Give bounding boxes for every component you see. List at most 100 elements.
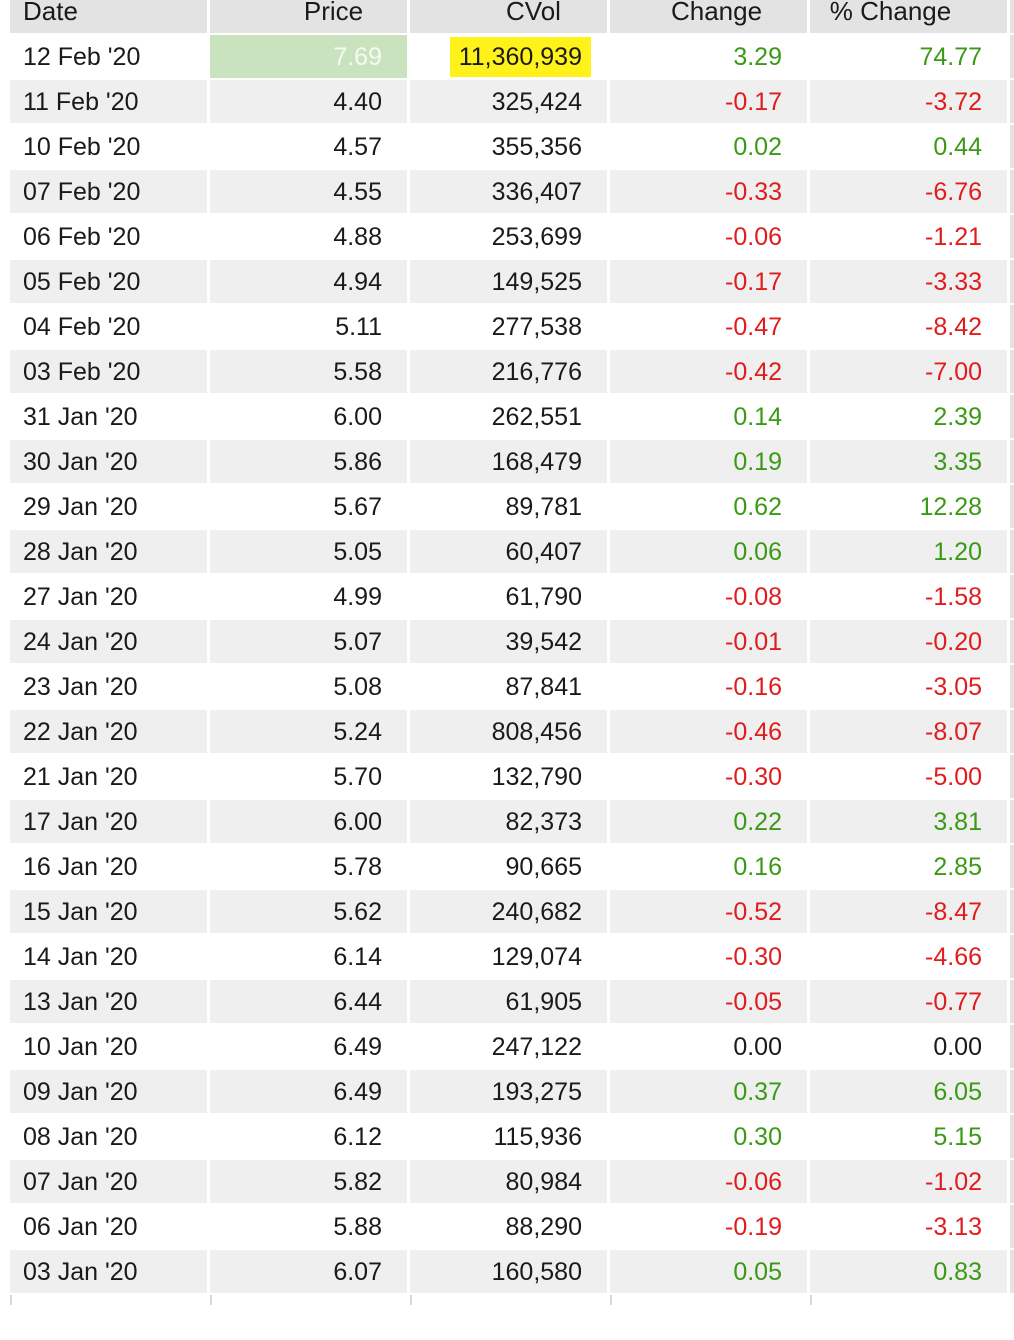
cell-date: 03 Feb '20 bbox=[10, 350, 207, 393]
cell-price: 5.70 bbox=[210, 755, 407, 798]
cell-price: 5.24 bbox=[210, 710, 407, 753]
partial-cell bbox=[210, 1295, 407, 1305]
cell-cvol: 355,356 bbox=[410, 125, 607, 168]
cell-pct-change: -7.00 bbox=[810, 350, 1007, 393]
cell-date: 05 Feb '20 bbox=[10, 260, 207, 303]
cell-price: 5.05 bbox=[210, 530, 407, 573]
column-header-pct-change[interactable]: % Change bbox=[810, 0, 1007, 33]
cell-date: 10 Jan '20 bbox=[10, 1025, 207, 1068]
cell-cvol: 247,122 bbox=[410, 1025, 607, 1068]
cell-change: -0.17 bbox=[610, 260, 807, 303]
cell-change: -0.06 bbox=[610, 215, 807, 258]
cell-change: -0.52 bbox=[610, 890, 807, 933]
table-row[interactable]: 11 Feb '20 4.40 325,424 -0.17 -3.72 bbox=[0, 80, 1014, 125]
cell-pct-change: 3.35 bbox=[810, 440, 1007, 483]
cell-cvol: 132,790 bbox=[410, 755, 607, 798]
table-row[interactable]: 17 Jan '20 6.00 82,373 0.22 3.81 bbox=[0, 800, 1014, 845]
cell-date: 23 Jan '20 bbox=[10, 665, 207, 708]
table-row[interactable]: 15 Jan '20 5.62 240,682 -0.52 -8.47 bbox=[0, 890, 1014, 935]
row-edge bbox=[1010, 755, 1014, 798]
cell-price: 7.69 bbox=[210, 35, 407, 78]
table-row[interactable]: 03 Feb '20 5.58 216,776 -0.42 -7.00 bbox=[0, 350, 1014, 395]
cell-cvol: 61,790 bbox=[410, 575, 607, 618]
row-edge bbox=[1010, 1070, 1014, 1113]
cell-price: 5.11 bbox=[210, 305, 407, 348]
column-header-change[interactable]: Change bbox=[610, 0, 807, 33]
cell-price: 5.86 bbox=[210, 440, 407, 483]
table-row[interactable]: 30 Jan '20 5.86 168,479 0.19 3.35 bbox=[0, 440, 1014, 485]
row-edge bbox=[1010, 125, 1014, 168]
cell-cvol: 168,479 bbox=[410, 440, 607, 483]
cell-price: 5.88 bbox=[210, 1205, 407, 1248]
cell-cvol: 115,936 bbox=[410, 1115, 607, 1158]
table-row[interactable]: 24 Jan '20 5.07 39,542 -0.01 -0.20 bbox=[0, 620, 1014, 665]
table-row[interactable]: 10 Jan '20 6.49 247,122 0.00 0.00 bbox=[0, 1025, 1014, 1070]
table-row[interactable]: 12 Feb '20 7.69 11,360,939 3.29 74.77 bbox=[0, 35, 1014, 80]
row-edge bbox=[1010, 935, 1014, 978]
column-header-date[interactable]: Date bbox=[10, 0, 207, 33]
column-header-cvol[interactable]: CVol bbox=[410, 0, 607, 33]
table-row[interactable]: 06 Feb '20 4.88 253,699 -0.06 -1.21 bbox=[0, 215, 1014, 260]
cell-date: 08 Jan '20 bbox=[10, 1115, 207, 1158]
cell-change: -0.08 bbox=[610, 575, 807, 618]
cell-change: -0.17 bbox=[610, 80, 807, 123]
cell-cvol: 89,781 bbox=[410, 485, 607, 528]
cell-pct-change: 12.28 bbox=[810, 485, 1007, 528]
table-row[interactable]: 14 Jan '20 6.14 129,074 -0.30 -4.66 bbox=[0, 935, 1014, 980]
cvol-highlight: 11,360,939 bbox=[449, 37, 591, 77]
table-row[interactable]: 09 Jan '20 6.49 193,275 0.37 6.05 bbox=[0, 1070, 1014, 1115]
cell-date: 21 Jan '20 bbox=[10, 755, 207, 798]
table-row[interactable]: 04 Feb '20 5.11 277,538 -0.47 -8.42 bbox=[0, 305, 1014, 350]
cell-change: 0.02 bbox=[610, 125, 807, 168]
cell-cvol: 216,776 bbox=[410, 350, 607, 393]
row-edge bbox=[1010, 440, 1014, 483]
cell-price: 5.67 bbox=[210, 485, 407, 528]
cell-price: 4.99 bbox=[210, 575, 407, 618]
table-row[interactable]: 10 Feb '20 4.57 355,356 0.02 0.44 bbox=[0, 125, 1014, 170]
table-row[interactable]: 21 Jan '20 5.70 132,790 -0.30 -5.00 bbox=[0, 755, 1014, 800]
cell-date: 10 Feb '20 bbox=[10, 125, 207, 168]
table-row[interactable]: 08 Jan '20 6.12 115,936 0.30 5.15 bbox=[0, 1115, 1014, 1160]
cell-pct-change: 2.85 bbox=[810, 845, 1007, 888]
table-row[interactable]: 28 Jan '20 5.05 60,407 0.06 1.20 bbox=[0, 530, 1014, 575]
cell-pct-change: -8.07 bbox=[810, 710, 1007, 753]
cell-change: -0.16 bbox=[610, 665, 807, 708]
cell-pct-change: -5.00 bbox=[810, 755, 1007, 798]
column-header-price[interactable]: Price bbox=[210, 0, 407, 33]
cell-cvol: 193,275 bbox=[410, 1070, 607, 1113]
cell-change: 3.29 bbox=[610, 35, 807, 78]
row-edge bbox=[1010, 1205, 1014, 1248]
cell-change: 0.05 bbox=[610, 1250, 807, 1293]
table-row[interactable]: 16 Jan '20 5.78 90,665 0.16 2.85 bbox=[0, 845, 1014, 890]
cell-pct-change: 0.44 bbox=[810, 125, 1007, 168]
cell-pct-change: 1.20 bbox=[810, 530, 1007, 573]
table-row[interactable]: 06 Jan '20 5.88 88,290 -0.19 -3.13 bbox=[0, 1205, 1014, 1250]
table-row[interactable]: 23 Jan '20 5.08 87,841 -0.16 -3.05 bbox=[0, 665, 1014, 710]
cell-change: -0.33 bbox=[610, 170, 807, 213]
cell-date: 30 Jan '20 bbox=[10, 440, 207, 483]
table-row[interactable]: 05 Feb '20 4.94 149,525 -0.17 -3.33 bbox=[0, 260, 1014, 305]
table-row[interactable]: 07 Jan '20 5.82 80,984 -0.06 -1.02 bbox=[0, 1160, 1014, 1205]
table-row[interactable]: 22 Jan '20 5.24 808,456 -0.46 -8.07 bbox=[0, 710, 1014, 755]
cell-pct-change: -3.72 bbox=[810, 80, 1007, 123]
cell-price: 4.40 bbox=[210, 80, 407, 123]
cell-pct-change: -1.02 bbox=[810, 1160, 1007, 1203]
cell-date: 14 Jan '20 bbox=[10, 935, 207, 978]
cell-cvol: 80,984 bbox=[410, 1160, 607, 1203]
table-row[interactable]: 07 Feb '20 4.55 336,407 -0.33 -6.76 bbox=[0, 170, 1014, 215]
table-row[interactable]: 03 Jan '20 6.07 160,580 0.05 0.83 bbox=[0, 1250, 1014, 1295]
table-row[interactable]: 13 Jan '20 6.44 61,905 -0.05 -0.77 bbox=[0, 980, 1014, 1025]
cell-change: -0.47 bbox=[610, 305, 807, 348]
table-row[interactable]: 27 Jan '20 4.99 61,790 -0.08 -1.58 bbox=[0, 575, 1014, 620]
cell-pct-change: -1.58 bbox=[810, 575, 1007, 618]
table-row[interactable]: 29 Jan '20 5.67 89,781 0.62 12.28 bbox=[0, 485, 1014, 530]
cell-pct-change: 5.15 bbox=[810, 1115, 1007, 1158]
cell-cvol: 11,360,939 bbox=[410, 35, 607, 78]
cell-change: -0.05 bbox=[610, 980, 807, 1023]
cell-change: 0.16 bbox=[610, 845, 807, 888]
cell-cvol: 160,580 bbox=[410, 1250, 607, 1293]
cell-cvol: 60,407 bbox=[410, 530, 607, 573]
cell-pct-change: -0.77 bbox=[810, 980, 1007, 1023]
price-history-table: Date Price CVol Change % Change 12 Feb '… bbox=[0, 0, 1014, 1305]
table-row[interactable]: 31 Jan '20 6.00 262,551 0.14 2.39 bbox=[0, 395, 1014, 440]
